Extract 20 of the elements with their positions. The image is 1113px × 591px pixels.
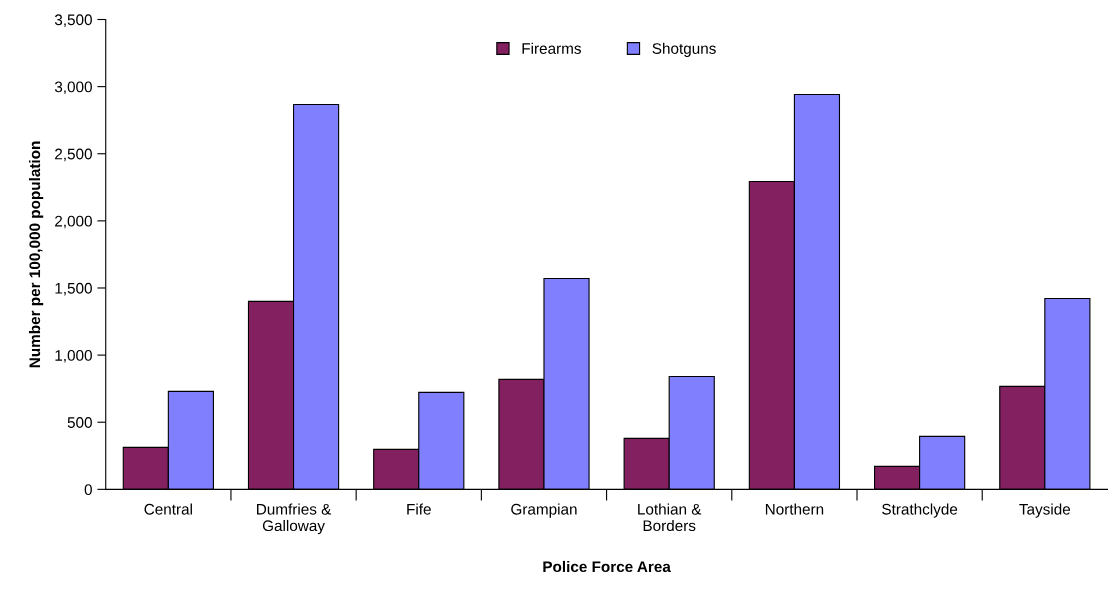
- y-tick-label: 0: [84, 484, 92, 496]
- y-tick-label: 1,500: [55, 282, 92, 296]
- y-tick-label: 3,000: [54, 81, 92, 95]
- x-tick-label: Tayside: [1019, 503, 1071, 518]
- y-tick-label: 1,000: [55, 349, 92, 363]
- x-tick-label: Dumfries & Galloway: [257, 503, 332, 535]
- x-tick-label: Northern: [765, 503, 824, 515]
- x-tick-label: Lothian & Borders: [638, 503, 702, 532]
- legend-label: Shotguns: [652, 42, 716, 57]
- x-axis-title: Police Force Area: [543, 560, 671, 573]
- y-tick-label: 500: [67, 417, 92, 428]
- x-tick-label: Grampian: [511, 503, 577, 518]
- x-tick-label: Fife: [407, 503, 431, 515]
- y-axis-title: Number per 100,000 population: [28, 141, 44, 368]
- x-tick-label: Strathclyde: [882, 503, 958, 518]
- legend-label: Firearms: [522, 42, 581, 54]
- y-tick-label: 3,500: [54, 14, 92, 27]
- y-tick-label: 2,500: [55, 148, 92, 162]
- y-tick-label: 2,000: [55, 215, 92, 229]
- x-tick-label: Central: [144, 503, 192, 515]
